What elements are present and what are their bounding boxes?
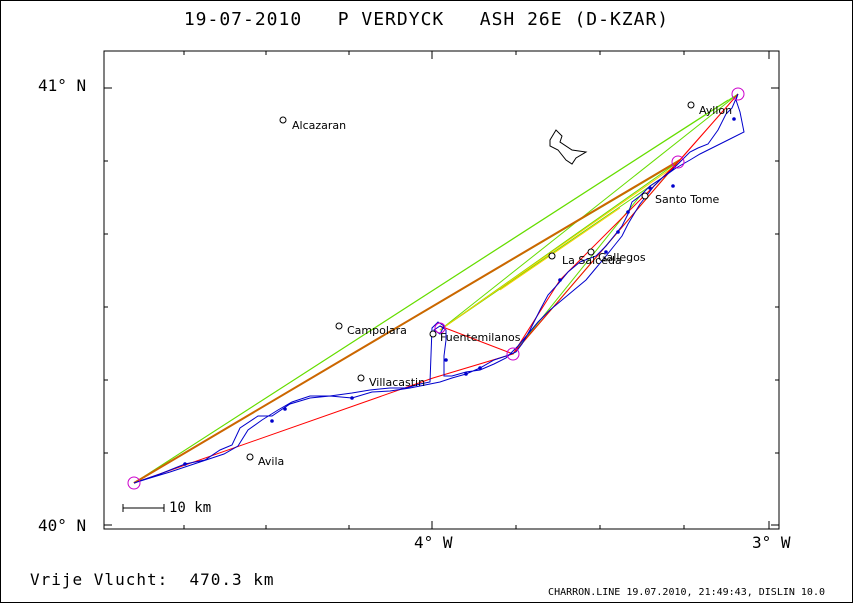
place-label-gallegos: Gallegos xyxy=(598,251,646,264)
flight-title: 19-07-2010 P VERDYCK ASH 26E (D-KZAR) xyxy=(183,9,670,30)
place-label-fuentemilanos: Fuentemilanos xyxy=(440,331,521,344)
free-flight-distance: Vrije Vlucht: 470.3 km xyxy=(30,570,275,589)
lat-label-top: 41° N xyxy=(38,76,87,95)
lon-label-right: 3° W xyxy=(752,533,791,552)
lake-outline xyxy=(549,129,588,165)
scale-bar xyxy=(122,504,165,512)
axis-ticks xyxy=(104,51,779,529)
scale-label: 10 km xyxy=(169,500,212,516)
turnpoint-markers xyxy=(127,87,745,490)
place-label-ayllon: Ayllon xyxy=(699,104,732,117)
leg-lines xyxy=(133,93,739,484)
flight-track xyxy=(133,93,745,484)
place-label-villacastin: Villacastin xyxy=(369,376,425,389)
place-markers xyxy=(246,101,695,461)
place-label-santo-tome: Santo Tome xyxy=(655,193,720,206)
place-label-alcazaran: Alcazaran xyxy=(292,119,346,132)
track-points xyxy=(183,117,736,466)
plot-box xyxy=(103,50,780,530)
place-label-la-salceda: La Salceda xyxy=(562,254,622,267)
place-label-campolara: Campolara xyxy=(347,324,407,337)
footer-info: CHARRON.LINE 19.07.2010, 21:49:43, DISLI… xyxy=(548,587,825,598)
lat-label-bottom: 40° N xyxy=(38,516,87,535)
place-label-avila: Avila xyxy=(258,455,284,468)
orange-leg xyxy=(133,159,681,484)
lon-label-left: 4° W xyxy=(414,533,453,552)
sector-lines xyxy=(439,167,673,331)
